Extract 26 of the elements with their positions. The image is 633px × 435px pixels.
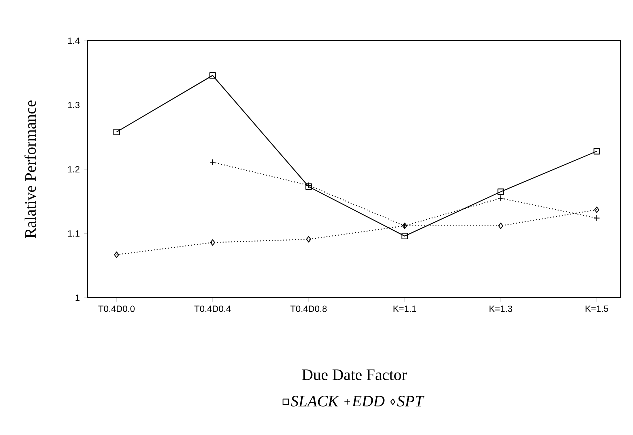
y-tick-label: 1.3 [68, 102, 80, 108]
y-tick-label: 1 [76, 294, 80, 302]
y-tick-label: 1.2 [68, 166, 80, 173]
point [210, 240, 216, 246]
legend-label: SPT [397, 396, 425, 407]
point [594, 148, 600, 155]
point [498, 222, 504, 230]
x-tick-label: K=1.1 [394, 306, 416, 312]
y-axis-title: Ralative Performance [24, 100, 36, 238]
legend-label: SLACK [291, 396, 340, 407]
x-tick-label: K=1.5 [586, 306, 608, 312]
x-tick-label: K=1.3 [490, 306, 512, 312]
legend-label: EDD [352, 396, 385, 407]
x-tick-label: T0.4D0.0 [98, 306, 135, 312]
x-tick-label: T0.4D0.4 [194, 306, 232, 312]
point [402, 233, 408, 240]
x-tick-label: T0.4D0.8 [290, 306, 327, 312]
y-tick-label: 1.1 [68, 230, 80, 237]
y-tick-label: 1.4 [68, 38, 80, 44]
point [210, 72, 216, 79]
point [498, 188, 504, 196]
point [594, 206, 600, 214]
point [114, 252, 120, 258]
point [114, 129, 120, 136]
point [306, 236, 312, 243]
x-axis-title: Due Date Factor [302, 370, 408, 380]
